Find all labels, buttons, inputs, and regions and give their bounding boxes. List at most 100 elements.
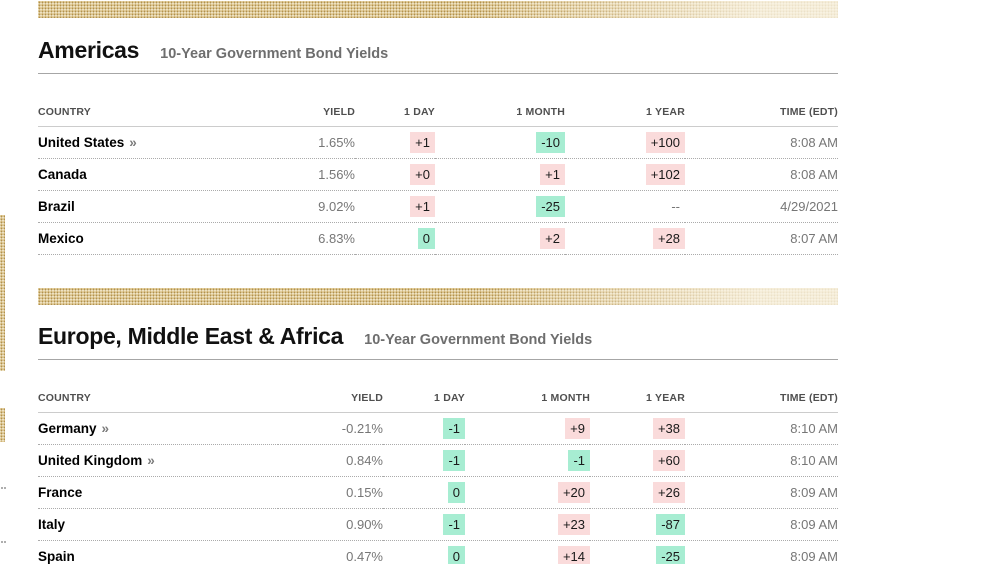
change-badge: +1 [410, 132, 435, 153]
change-badge: 0 [447, 546, 465, 564]
yield-value: 1.56% [278, 158, 355, 191]
change-1day: 0 [383, 476, 465, 509]
change-1year: +28 [565, 222, 685, 255]
change-1year: -- [565, 190, 685, 223]
change-badge: -- [671, 199, 680, 214]
change-1day: +0 [355, 158, 435, 191]
country-link[interactable]: United Kingdom » [38, 444, 278, 477]
change-1year: +26 [590, 476, 685, 509]
time-value: 8:08 AM [685, 158, 838, 191]
country-name: United Kingdom [38, 453, 143, 468]
column-header-1year: 1 YEAR [565, 73, 685, 127]
change-1month: -25 [435, 190, 565, 223]
table-row: Mexico 6.83% 0 +2 +28 8:07 AM [38, 222, 838, 255]
time-value: 8:10 AM [685, 444, 838, 477]
change-1day: -1 [383, 508, 465, 541]
country-link-arrow-icon: » [101, 421, 110, 436]
ad-banner-top [38, 1, 838, 18]
change-1year: -25 [590, 540, 685, 564]
change-badge: 0 [447, 482, 465, 503]
change-badge: +100 [645, 132, 685, 153]
change-badge: +1 [410, 196, 435, 217]
country-link[interactable]: Spain [38, 540, 278, 564]
column-header-yield: YIELD [278, 359, 383, 413]
yield-value: -0.21% [278, 412, 383, 445]
table-row: Germany » -0.21% -1 +9 +38 8:10 AM [38, 412, 838, 445]
table-row: United Kingdom » 0.84% -1 -1 +60 8:10 AM [38, 444, 838, 477]
change-1day: +1 [355, 126, 435, 159]
edge-artifact-dots-2 [1, 541, 3, 543]
yield-value: 0.84% [278, 444, 383, 477]
table-row: Canada 1.56% +0 +1 +102 8:08 AM [38, 158, 838, 191]
change-1month: -10 [435, 126, 565, 159]
ad-strip-left-2 [0, 408, 5, 442]
country-name: Germany [38, 421, 97, 436]
change-1day: +1 [355, 190, 435, 223]
table-header-row: COUNTRY YIELD 1 DAY 1 MONTH 1 YEAR TIME … [38, 359, 838, 413]
section-americas: Americas 10-Year Government Bond Yields … [38, 36, 838, 255]
country-link[interactable]: Italy [38, 508, 278, 541]
column-header-1year: 1 YEAR [590, 359, 685, 413]
change-badge: +9 [565, 418, 590, 439]
section-subtitle: 10-Year Government Bond Yields [364, 332, 593, 348]
time-value: 8:10 AM [685, 412, 838, 445]
country-link[interactable]: France [38, 476, 278, 509]
change-1year: +100 [565, 126, 685, 159]
country-link[interactable]: Canada [38, 158, 278, 191]
country-link-arrow-icon: » [129, 135, 137, 150]
country-name: Canada [38, 167, 87, 182]
change-badge: -1 [443, 418, 465, 439]
change-badge: +20 [557, 482, 590, 503]
change-1month: -1 [465, 444, 590, 477]
change-badge: +1 [540, 164, 565, 185]
change-1day: -1 [383, 444, 465, 477]
change-1year: +60 [590, 444, 685, 477]
country-link[interactable]: Brazil [38, 190, 278, 223]
bond-yields-table: COUNTRY YIELD 1 DAY 1 MONTH 1 YEAR TIME … [38, 359, 838, 564]
yield-value: 1.65% [278, 126, 355, 159]
column-header-yield: YIELD [278, 73, 355, 127]
table-header-row: COUNTRY YIELD 1 DAY 1 MONTH 1 YEAR TIME … [38, 73, 838, 127]
table-row: United States » 1.65% +1 -10 +100 8:08 AM [38, 126, 838, 159]
table-row: Spain 0.47% 0 +14 -25 8:09 AM [38, 540, 838, 564]
country-name: Italy [38, 517, 66, 532]
change-badge: -25 [656, 546, 685, 564]
column-header-time: TIME (EDT) [685, 73, 838, 127]
section-header: Americas 10-Year Government Bond Yields [38, 36, 838, 64]
time-value: 8:09 AM [685, 476, 838, 509]
change-badge: +2 [540, 228, 565, 249]
change-1month: +23 [465, 508, 590, 541]
country-link[interactable]: Germany » [38, 412, 278, 445]
column-header-country: COUNTRY [38, 73, 278, 127]
change-1day: 0 [383, 540, 465, 564]
time-value: 8:08 AM [685, 126, 838, 159]
country-name: Spain [38, 549, 75, 564]
change-1month: +9 [465, 412, 590, 445]
change-badge: +0 [410, 164, 435, 185]
country-link[interactable]: United States » [38, 126, 278, 159]
change-badge: -25 [536, 196, 565, 217]
country-link[interactable]: Mexico [38, 222, 278, 255]
column-header-1month: 1 MONTH [465, 359, 590, 413]
change-badge: -10 [536, 132, 565, 153]
bond-yields-table: COUNTRY YIELD 1 DAY 1 MONTH 1 YEAR TIME … [38, 73, 838, 255]
yield-value: 9.02% [278, 190, 355, 223]
table-row: Italy 0.90% -1 +23 -87 8:09 AM [38, 508, 838, 541]
country-name: United States [38, 135, 125, 150]
change-1year: -87 [590, 508, 685, 541]
yield-value: 0.47% [278, 540, 383, 564]
country-name: France [38, 485, 83, 500]
column-header-1day: 1 DAY [355, 73, 435, 127]
change-badge: +38 [652, 418, 685, 439]
change-badge: +14 [557, 546, 590, 564]
change-1year: +38 [590, 412, 685, 445]
section-subtitle: 10-Year Government Bond Yields [160, 46, 389, 62]
yield-value: 0.90% [278, 508, 383, 541]
time-value: 8:07 AM [685, 222, 838, 255]
table-row: France 0.15% 0 +20 +26 8:09 AM [38, 476, 838, 509]
change-1month: +2 [435, 222, 565, 255]
country-name: Brazil [38, 199, 75, 214]
time-value: 8:09 AM [685, 540, 838, 564]
time-value: 8:09 AM [685, 508, 838, 541]
